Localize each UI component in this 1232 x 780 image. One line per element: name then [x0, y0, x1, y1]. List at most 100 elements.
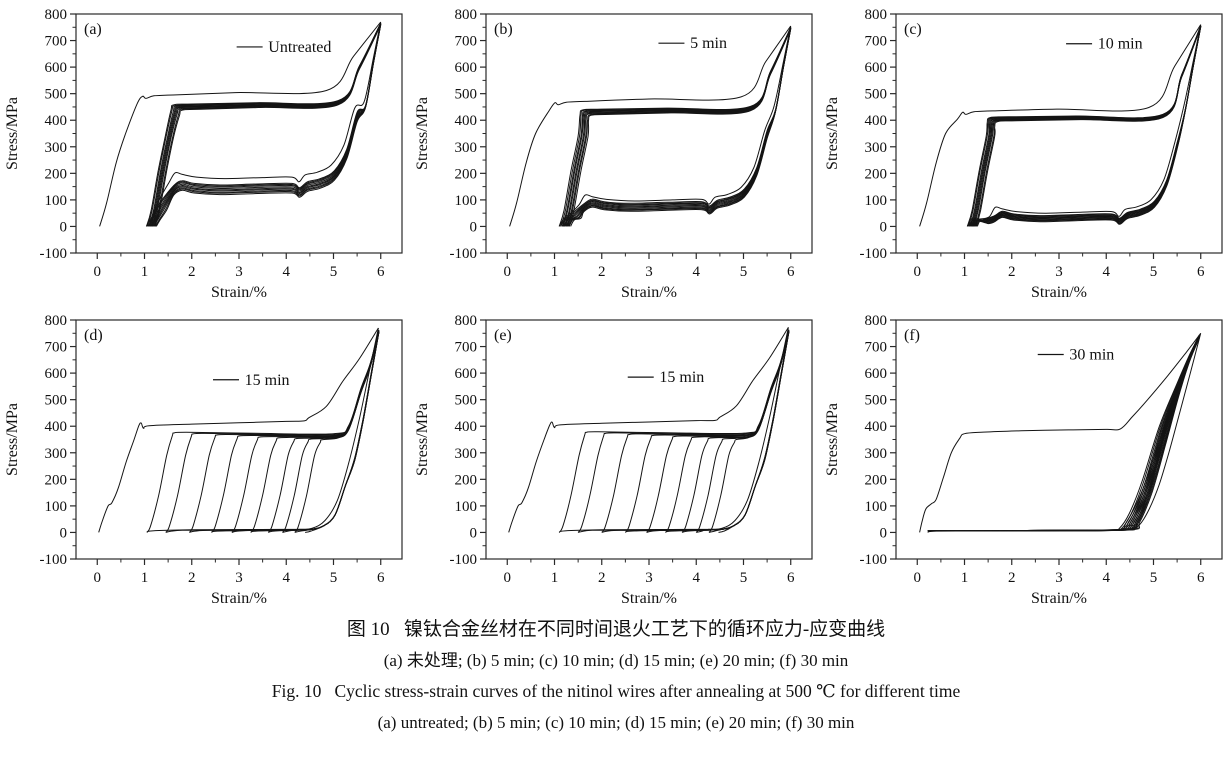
plot-frame [485, 319, 813, 560]
panel-label: (a) [84, 21, 102, 38]
y-tick-label: 300 [45, 140, 68, 156]
cycle-3-loading-curve [561, 27, 792, 227]
cycle-2-unloading-curve [601, 330, 790, 533]
y-tick-label: 700 [45, 34, 68, 50]
subplot-c: -100 0 100 200 300 400 500 600 700 800 0 1 2 3 4 5 6 Stra… [820, 0, 1230, 306]
y-tick-label: 100 [455, 193, 478, 209]
x-tick-label: 0 [94, 264, 102, 280]
y-tick-label: 100 [865, 193, 888, 209]
cycle-2-loading-curve [560, 27, 792, 227]
cycle-5-loading-curve [150, 23, 382, 227]
x-tick-label: 4 [1102, 570, 1110, 586]
cycle-7-loading-curve [566, 28, 792, 227]
cycle-1-unloading-curve [147, 22, 382, 227]
cycle-0-loading-curve [99, 21, 382, 227]
y-tick-label: 800 [865, 7, 888, 23]
cycle-7-loading-curve [927, 337, 1200, 532]
y-axis-label: Stress/MPa [824, 97, 841, 170]
cycle-6-loading-curve [972, 26, 1202, 227]
plot-frame [75, 319, 403, 560]
subplot-e: -100 0 100 200 300 400 500 600 700 800 0 1 2 3 4 5 6 Stra… [410, 306, 820, 612]
y-tick-label: -100 [860, 552, 888, 568]
cycle-2-unloading-curve [189, 330, 380, 533]
cycle-9-unloading-curve [155, 24, 382, 227]
cycle-7-unloading-curve [974, 26, 1202, 227]
y-tick-label: 800 [45, 313, 68, 329]
cycle-3-loading-curve [148, 23, 382, 227]
axes: -100 0 100 200 300 400 500 600 700 800 0 1 2 3 4 5 6 Stra… [4, 7, 385, 301]
y-tick-label: 600 [45, 366, 68, 382]
cycle-8-loading-curve [567, 28, 792, 227]
cycle-1-loading-curve [145, 22, 382, 227]
y-tick-label: -100 [450, 246, 478, 262]
x-tick-label: 2 [188, 264, 196, 280]
y-tick-label: 0 [880, 525, 888, 541]
x-tick-label: 0 [914, 570, 922, 586]
x-tick-label: 3 [645, 570, 653, 586]
y-axis-label: Stress/MPa [414, 97, 431, 170]
cycle-0-loading-curve [508, 327, 789, 533]
cycle-6-unloading-curve [268, 331, 380, 533]
plot-area [919, 333, 1202, 533]
y-tick-label: 800 [455, 7, 478, 23]
axes: -100 0 100 200 300 400 500 600 700 800 0 1 2 3 4 5 6 Stra… [414, 7, 795, 301]
legend-label: 5 min [690, 35, 727, 52]
y-tick-label: 600 [865, 366, 888, 382]
x-axis-label: Strain/% [211, 284, 267, 301]
cycle-3-unloading-curve [970, 25, 1202, 227]
panel-label: (d) [84, 327, 103, 344]
x-tick-label: 0 [94, 570, 102, 586]
x-axis-label: Strain/% [621, 284, 677, 301]
cycle-2-unloading-curve [148, 23, 382, 227]
cycle-0-loading-curve [98, 327, 379, 533]
cycle-9-unloading-curve [570, 28, 792, 227]
y-tick-label: 300 [455, 140, 478, 156]
x-tick-label: 4 [282, 570, 290, 586]
x-tick-label: 3 [235, 570, 243, 586]
cycle-9-unloading-curve [976, 26, 1202, 227]
y-axis-label: Stress/MPa [4, 403, 21, 476]
x-tick-label: 1 [961, 264, 969, 280]
panel-label: (b) [494, 21, 513, 38]
y-tick-label: 300 [865, 140, 888, 156]
y-tick-label: -100 [40, 246, 68, 262]
cycle-8-unloading-curve [154, 24, 382, 227]
cycle-9-unloading-curve [930, 337, 1200, 532]
cycle-4-unloading-curve [150, 23, 382, 227]
cycle-4-unloading-curve [971, 26, 1202, 227]
x-tick-label: 2 [1008, 264, 1016, 280]
y-tick-label: 400 [865, 419, 888, 435]
cycle-7-unloading-curve [567, 28, 792, 227]
x-tick-label: 5 [740, 264, 748, 280]
cycle-9-loading-curve [568, 28, 792, 227]
panel-label: (e) [494, 327, 512, 344]
subplot-grid: -100 0 100 200 300 400 500 600 700 800 0 1 2 3 4 5 6 Stra… [4, 0, 1230, 612]
panel-label: (f) [904, 327, 920, 344]
cycle-9-unloading-curve [305, 332, 380, 533]
y-tick-label: 600 [455, 366, 478, 382]
legend-label: 15 min [659, 369, 704, 386]
y-tick-label: 700 [45, 340, 68, 356]
y-tick-label: 100 [455, 499, 478, 515]
x-tick-label: 3 [235, 264, 243, 280]
cycle-2-loading-curve [967, 25, 1202, 227]
y-tick-label: 200 [45, 166, 68, 182]
x-tick-label: 4 [692, 264, 700, 280]
x-tick-label: 6 [787, 264, 795, 280]
cycle-0-loading-curve [919, 24, 1202, 227]
legend-label: 15 min [245, 372, 290, 389]
cycle-3-unloading-curve [930, 335, 1200, 532]
x-axis-label: Strain/% [1031, 590, 1087, 607]
plot-area [98, 327, 380, 533]
y-tick-label: 200 [865, 166, 888, 182]
x-tick-label: 2 [1008, 570, 1016, 586]
y-tick-label: 0 [60, 525, 68, 541]
x-axis-label: Strain/% [621, 590, 677, 607]
y-tick-label: 500 [865, 393, 888, 409]
x-tick-label: 5 [740, 570, 748, 586]
cycle-6-unloading-curve [681, 331, 790, 533]
cycle-6-loading-curve [564, 28, 792, 227]
caption-zh-items: (a) 未处理; (b) 5 min; (c) 10 min; (d) 15 m… [383, 651, 849, 670]
cycle-0-unloading-curve [558, 327, 789, 533]
x-tick-label: 6 [1197, 264, 1205, 280]
